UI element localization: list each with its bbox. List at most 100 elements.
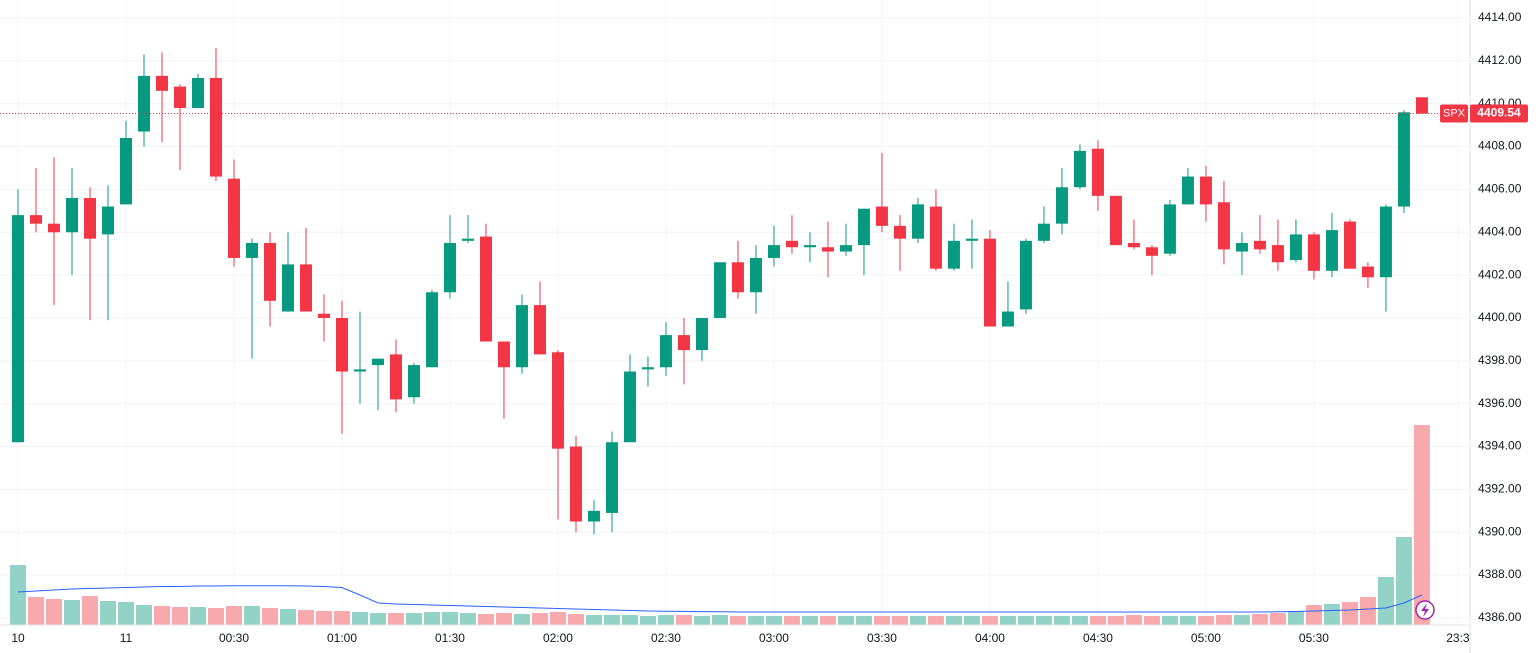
volume-bar (1017, 616, 1034, 625)
x-tick-label: 11 (120, 631, 133, 645)
y-tick-label: 4404.00 (1478, 224, 1522, 238)
candle-body (317, 313, 330, 318)
volume-bar (513, 614, 530, 625)
volume-bar (1071, 616, 1088, 625)
volume-bar (63, 600, 80, 625)
volume-bar (1413, 425, 1430, 625)
y-tick-label: 4402.00 (1478, 267, 1522, 281)
volume-bar (1341, 602, 1358, 625)
volume-bar (1305, 605, 1322, 625)
y-tick-label: 4390.00 (1478, 524, 1522, 538)
last-price-label: 4409.54 (1477, 106, 1521, 120)
x-tick-label: 04:30 (1083, 631, 1113, 645)
candle-body (983, 238, 996, 327)
volume-bar (1143, 616, 1160, 625)
candle-body (1415, 97, 1428, 114)
candle-body (1343, 221, 1356, 269)
volume-bar (297, 610, 314, 625)
candle-body (821, 247, 834, 252)
volume-bar (1053, 616, 1070, 625)
candle-body (425, 292, 438, 368)
volume-bar (567, 614, 584, 625)
candle-body (1055, 187, 1068, 224)
candle-body (479, 236, 492, 342)
candle-body (695, 317, 708, 351)
candle-body (1145, 247, 1158, 256)
candle-body (353, 369, 366, 372)
candle-body (893, 225, 906, 239)
candle-body (1361, 266, 1374, 278)
candle-body (389, 354, 402, 400)
volume-bar (261, 608, 278, 625)
volume-bar (729, 616, 746, 625)
y-tick-label: 4400.00 (1478, 310, 1522, 324)
symbol-label: SPX (1443, 107, 1466, 119)
volume-bar (171, 607, 188, 625)
volume-bar (621, 615, 638, 625)
candle-body (749, 257, 762, 293)
volume-bar (99, 601, 116, 625)
volume-bar (351, 612, 368, 625)
x-tick-label: 02:30 (651, 631, 681, 645)
volume-bar (1251, 614, 1268, 625)
y-tick-label: 4408.00 (1478, 139, 1522, 153)
candle-body (65, 197, 78, 233)
candle-body (839, 245, 852, 252)
volume-bar (1161, 616, 1178, 625)
y-tick-label: 4394.00 (1478, 439, 1522, 453)
volume-bar (81, 596, 98, 625)
candle-body (191, 77, 204, 108)
candle-body (497, 341, 510, 368)
volume-bar (837, 616, 854, 625)
y-tick-label: 4398.00 (1478, 353, 1522, 367)
volume-bar (999, 616, 1016, 625)
volume-bar (441, 612, 458, 625)
volume-bar (333, 611, 350, 625)
candle-body (947, 240, 960, 269)
candle-body (1019, 240, 1032, 310)
candle-body (1181, 176, 1194, 205)
price-tag (1470, 104, 1528, 123)
candle-body (1163, 204, 1176, 254)
volume-bar (207, 608, 224, 625)
candle-body (227, 178, 240, 258)
lightning-icon[interactable] (1415, 600, 1435, 620)
volume-bar (405, 613, 422, 625)
volume-bar (585, 615, 602, 625)
volume-bar (909, 616, 926, 625)
x-tick-label: 03:00 (759, 631, 789, 645)
candle-body (1253, 240, 1266, 250)
candle-body (767, 245, 780, 258)
candles (11, 47, 1428, 535)
volume-bar (243, 606, 260, 625)
candle-body (263, 242, 276, 301)
volume-bar (1395, 537, 1412, 625)
volume-bar (1035, 616, 1052, 625)
candle-body (1289, 234, 1302, 261)
candle-body (335, 317, 348, 372)
volume-ma-line (17, 585, 1423, 613)
volume-bar (189, 607, 206, 625)
candle-body (1037, 223, 1050, 241)
volume-bar (153, 606, 170, 625)
volume-bar (477, 614, 494, 625)
volume-bar (1179, 616, 1196, 625)
candle-body (47, 223, 60, 233)
volume-bar (27, 597, 44, 625)
candle-body (173, 86, 186, 108)
x-tick-label: 00:30 (219, 631, 249, 645)
volume-bar (1125, 615, 1142, 625)
volume-bar (9, 565, 26, 625)
volume-bar (711, 615, 728, 625)
volume-bar (135, 605, 152, 625)
candle-body (623, 371, 636, 443)
candle-body (461, 238, 474, 241)
candle-body (1379, 206, 1392, 278)
y-tick-label: 4386.00 (1478, 610, 1522, 624)
candle-body (1199, 176, 1212, 205)
candle-body (605, 442, 618, 513)
candle-body (533, 305, 546, 355)
candle-body (83, 197, 96, 239)
volume-bar (1287, 611, 1304, 625)
